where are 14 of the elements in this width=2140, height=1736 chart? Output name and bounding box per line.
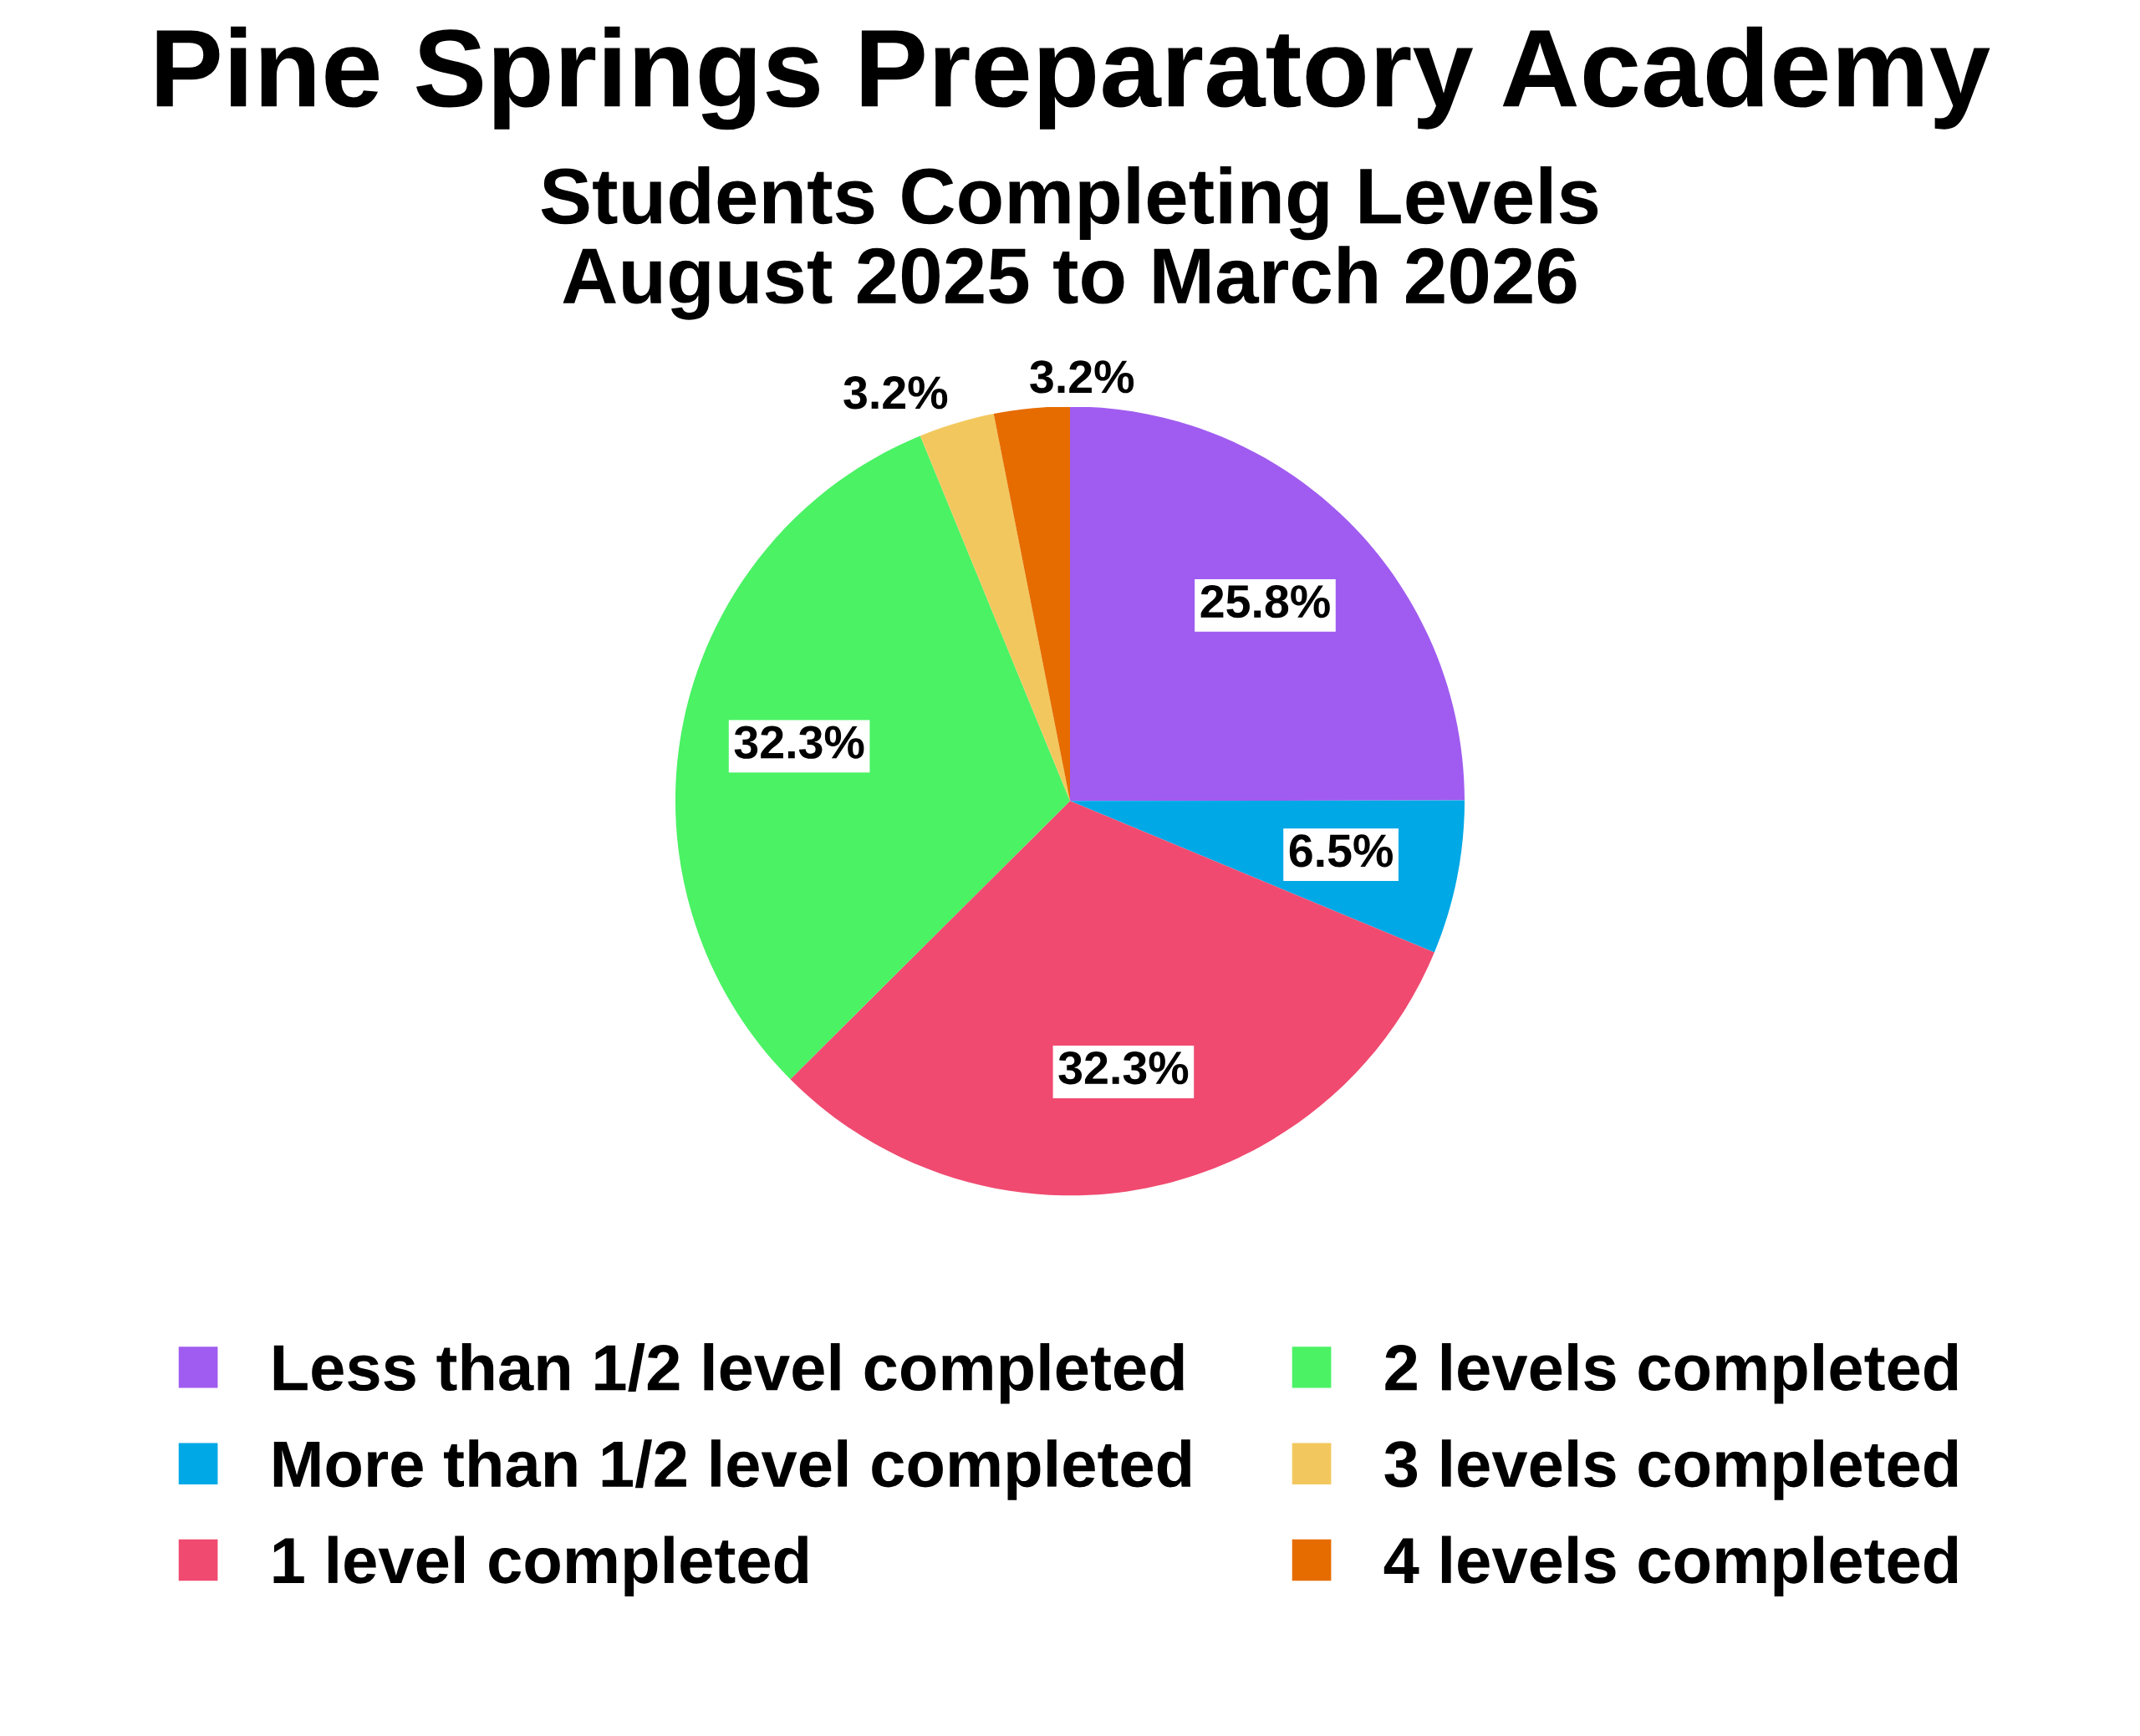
data-label: 32.3% — [734, 725, 864, 759]
chart-title: Pine Springs Preparatory Academy — [156, 26, 1990, 130]
chart-subtitle: Students Completing Levels August 2025 to March 2026 — [541, 165, 1598, 320]
legend-label: 3 levels completed — [1384, 1439, 1958, 1500]
data-label: 32.3% — [1058, 1051, 1189, 1085]
legend-label: Less than 1/2 level completed — [273, 1342, 1184, 1404]
legend-label: 1 level completed — [273, 1535, 808, 1597]
data-label: 25.8% — [1200, 585, 1330, 619]
data-label: 6.5% — [1289, 834, 1393, 868]
data-label: 3.2% — [843, 376, 948, 410]
data-label: 3.2% — [1030, 360, 1134, 394]
legend-label: More than 1/2 level completed — [273, 1439, 1191, 1500]
legend-label: 2 levels completed — [1385, 1342, 1958, 1404]
legend-label: 4 levels completed — [1383, 1535, 1958, 1597]
